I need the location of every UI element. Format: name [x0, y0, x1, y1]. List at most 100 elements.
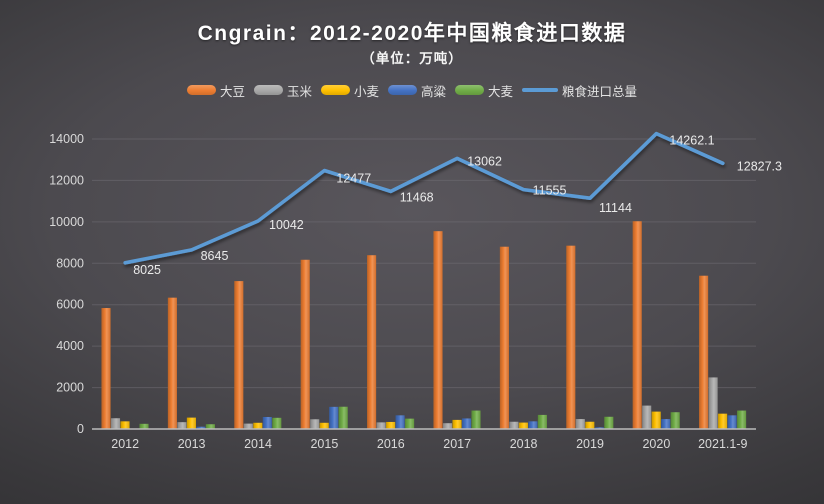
y-axis-tick-label: 2000 [56, 381, 84, 395]
bar-大麦 [737, 410, 747, 429]
line-data-label: 13062 [467, 154, 502, 168]
legend-color-swatch [455, 85, 485, 95]
line-data-label: 12477 [336, 172, 371, 186]
bar-大麦 [537, 414, 547, 429]
bar-小麦 [120, 421, 130, 429]
bar-玉米 [442, 423, 453, 429]
legend-color-swatch [186, 85, 216, 95]
bar-小麦 [518, 422, 528, 429]
chart-subtitle: （单位：万吨） [361, 51, 463, 66]
x-axis-tick-label: 2018 [510, 437, 538, 451]
legend-item-粮食进口总量: 粮食进口总量 [522, 81, 637, 100]
x-axis-tick-label: 2020 [642, 437, 670, 451]
legend-label: 大豆 [219, 84, 245, 99]
bar-小麦 [452, 419, 462, 429]
total-import-line [123, 131, 725, 265]
x-axis-tick-label: 2013 [178, 437, 206, 451]
chart-legend: 大豆 玉米 小麦 高粱 大麦 粮食进口总量 [0, 81, 824, 100]
x-axis-tick-label: 2014 [244, 437, 272, 451]
y-axis-tick-label: 0 [77, 422, 84, 436]
legend-label: 玉米 [286, 84, 312, 99]
bar-玉米 [708, 377, 718, 429]
legend-label: 小麦 [353, 84, 379, 99]
bar-小麦 [718, 413, 728, 429]
bar-大麦 [405, 418, 415, 429]
legend-color-swatch [388, 85, 417, 95]
bar-高粱 [528, 421, 538, 429]
bar-玉米 [575, 419, 585, 429]
legend-item-大麦: 大麦 [455, 81, 513, 100]
x-axis-tick-label: 2012 [111, 437, 139, 451]
line-data-label: 12827.3 [737, 159, 782, 173]
legend-item-大豆: 大豆 [186, 81, 245, 100]
y-axis-tick-label: 10000 [49, 215, 84, 229]
bar-高粱 [196, 426, 206, 429]
bar-高粱 [329, 406, 339, 429]
line-data-label: 14262.1 [669, 134, 714, 148]
bar-大麦 [272, 417, 282, 429]
x-axis-tick-label: 2019 [576, 437, 604, 451]
bar-大豆 [167, 297, 177, 429]
y-axis-tick-label: 8000 [56, 256, 84, 270]
bar-大豆 [300, 259, 310, 429]
bar-玉米 [509, 421, 519, 429]
line-data-label: 8025 [133, 263, 161, 277]
y-axis-tick-label: 4000 [56, 339, 84, 353]
bar-高粱 [661, 419, 671, 429]
bar-高粱 [262, 416, 272, 429]
x-axis-tick-label: 2021.1-9 [698, 437, 747, 451]
bar-玉米 [642, 405, 652, 429]
bar-高粱 [395, 415, 405, 429]
chart-title: Cngrain：2012-2020年中国粮食进口数据 [197, 22, 627, 45]
bar-大麦 [670, 412, 680, 429]
line-data-label: 8645 [201, 249, 229, 263]
bar-高粱 [727, 415, 737, 429]
y-axis-tick-label: 6000 [56, 298, 84, 312]
bar-玉米 [243, 423, 253, 429]
bar-大豆 [367, 255, 377, 429]
bar-大豆 [433, 231, 443, 429]
y-axis-tick-label: 12000 [49, 173, 84, 187]
bar-玉米 [177, 422, 187, 429]
bar-小麦 [319, 422, 329, 429]
x-axis-tick-label: 2017 [443, 437, 471, 451]
bar-高粱 [594, 427, 604, 429]
bar-大豆 [699, 275, 709, 429]
legend-line-marker [522, 88, 559, 92]
legend-item-玉米: 玉米 [253, 81, 312, 100]
bar-大麦 [338, 406, 348, 429]
bar-大麦 [139, 423, 149, 429]
x-axis-tick-label: 2015 [310, 437, 338, 451]
bar-高粱 [461, 418, 472, 429]
legend-label: 高粱 [421, 84, 447, 99]
bar-大豆 [499, 246, 509, 429]
line-data-label: 11468 [400, 190, 434, 204]
bar-大豆 [566, 245, 576, 429]
legend-color-swatch [320, 85, 350, 95]
x-axis-tick-label: 2016 [377, 437, 405, 451]
bar-玉米 [310, 419, 320, 429]
line-data-label: 11144 [599, 201, 632, 215]
bar-小麦 [386, 421, 396, 429]
line-data-label: 10042 [269, 218, 304, 232]
bar-玉米 [376, 422, 386, 429]
bar-大麦 [604, 416, 614, 429]
bar-小麦 [253, 422, 263, 429]
bar-玉米 [110, 418, 121, 429]
legend-item-小麦: 小麦 [320, 81, 379, 100]
bar-小麦 [651, 411, 661, 429]
bar-大豆 [234, 281, 244, 429]
bar-大麦 [471, 410, 481, 429]
bar-大豆 [632, 221, 642, 429]
bar-小麦 [186, 417, 196, 429]
legend-label: 粮食进口总量 [562, 84, 638, 99]
legend-label: 大麦 [488, 84, 514, 99]
legend-color-swatch [253, 85, 283, 95]
line-data-label: 11555 [533, 184, 567, 198]
bar-大豆 [101, 308, 111, 429]
bar-小麦 [585, 421, 595, 429]
legend-item-高粱: 高粱 [388, 81, 446, 100]
y-axis-tick-label: 14000 [49, 132, 84, 146]
